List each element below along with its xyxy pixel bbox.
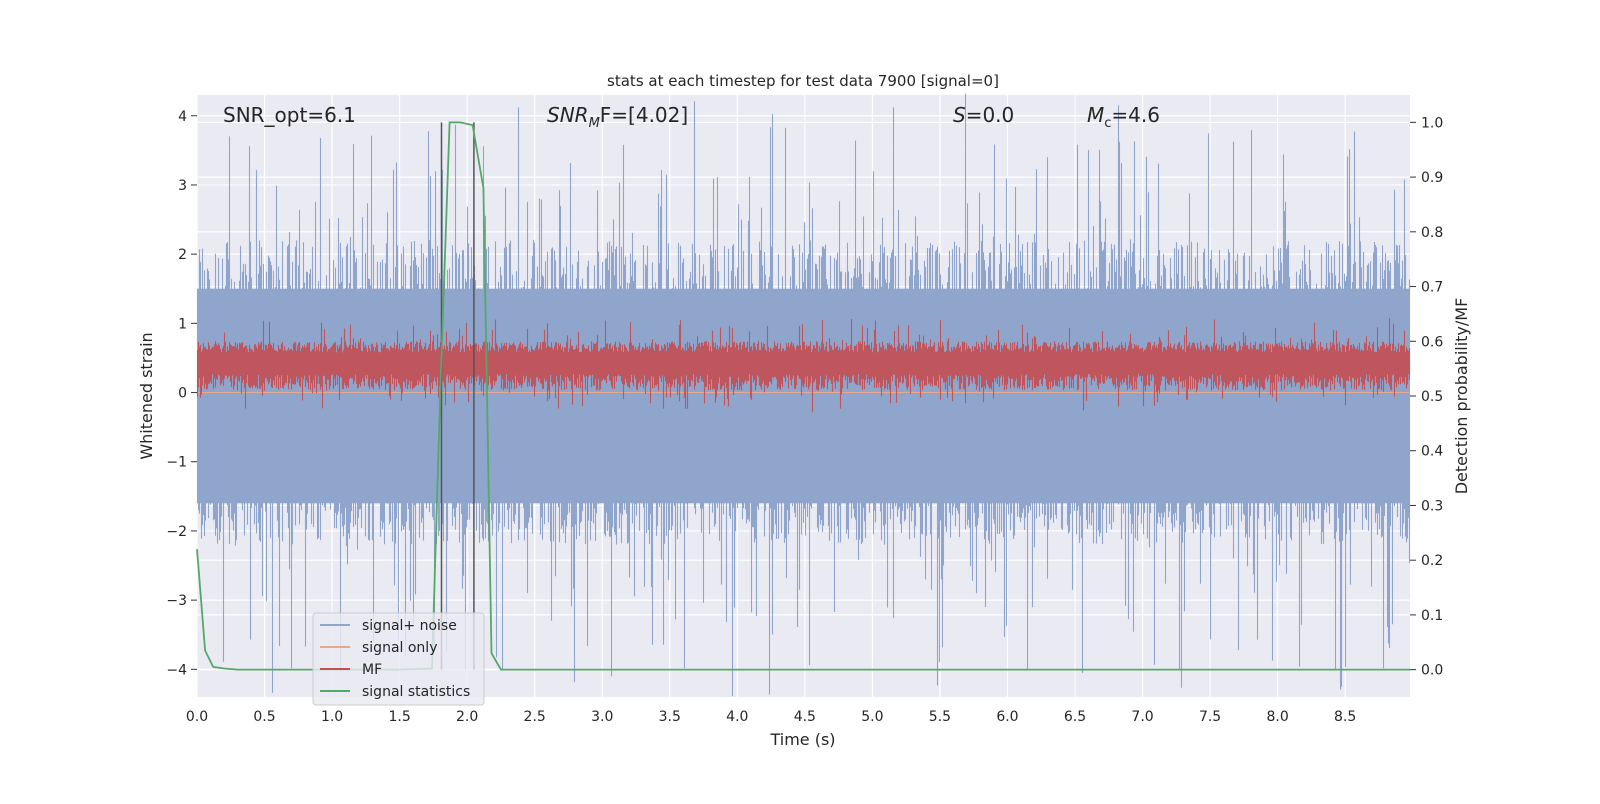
y-right-tick-label: 1.0: [1421, 115, 1443, 131]
mf-trace: [196, 318, 1411, 412]
y-tick-label: 0: [178, 386, 187, 402]
s-value: =0.0: [966, 103, 1015, 127]
x-tick-label: 8.5: [1334, 709, 1356, 725]
x-tick-label: 7.0: [1131, 709, 1153, 725]
x-tick-label: 5.5: [929, 709, 951, 725]
x-tick-label: 7.5: [1199, 709, 1221, 725]
axis-ticks: 0.0 0.5 1.0 1.5 2.0 2.5 3.0 3.5 4.0 4.5 5.0 5.5 6.0 6…: [166, 109, 1443, 725]
x-tick-label: 2.0: [456, 709, 478, 725]
s-symbol: S: [953, 103, 966, 127]
mc-symbol: M: [1087, 103, 1104, 127]
y-tick-label: −2: [166, 524, 187, 540]
y-tick-label: −3: [166, 593, 187, 609]
annotation-mc: Mc=4.6: [1087, 103, 1160, 131]
x-tick-label: 0.0: [186, 709, 208, 725]
x-tick-label: 0.5: [253, 709, 275, 725]
y-right-tick-label: 0.3: [1421, 498, 1443, 514]
legend-box: [312, 612, 485, 706]
x-axis-label: Time (s): [769, 730, 835, 749]
signal-statistics-series: [196, 121, 1410, 671]
y-right-tick-label: 0.8: [1421, 225, 1443, 241]
x-tick-label: 6.0: [996, 709, 1018, 725]
y-tick-label: −4: [166, 662, 187, 678]
y-tick-label: 1: [178, 316, 187, 332]
annotation-s: S=0.0: [953, 103, 1014, 127]
legend-label: signal only: [362, 640, 437, 656]
x-tick-label: 2.5: [524, 709, 546, 725]
x-tick-label: 1.5: [388, 709, 410, 725]
y-right-tick-label: 0.2: [1421, 553, 1443, 569]
y-tick-label: 4: [178, 109, 187, 125]
y-axis-right-label: Detection probability/MF: [1452, 298, 1471, 495]
x-tick-label: 3.0: [591, 709, 613, 725]
y-right-tick-label: 0.9: [1421, 170, 1443, 186]
x-tick-label: 4.0: [726, 709, 748, 725]
signal-statistics-line: [196, 121, 1410, 671]
y-tick-label: 3: [178, 178, 187, 194]
x-tick-label: 8.0: [1266, 709, 1288, 725]
chart-title: stats at each timestep for test data 790…: [607, 72, 999, 90]
y-axis-label: Whitened strain: [137, 332, 156, 459]
mf-series: [196, 318, 1411, 412]
y-right-tick-label: 0.7: [1421, 280, 1443, 296]
legend: signal+ noise signal only MF signal statist…: [312, 612, 485, 706]
marker-lines: [440, 122, 475, 670]
annotation-snr-mf: SNRMF=[4.02]: [547, 103, 688, 131]
y-right-tick-label: 0.0: [1421, 663, 1443, 679]
y-right-tick-label: 0.5: [1421, 389, 1443, 405]
snr-mf-sub: M: [589, 116, 600, 131]
mc-value: =4.6: [1111, 103, 1160, 127]
x-tick-label: 3.5: [659, 709, 681, 725]
snr-mf-prefix: SNR: [547, 103, 589, 127]
x-tick-label: 6.5: [1064, 709, 1086, 725]
x-tick-label: 4.5: [794, 709, 816, 725]
annotation-snr-opt: SNR_opt=6.1: [223, 103, 356, 127]
x-tick-label: 1.0: [321, 709, 343, 725]
y-tick-label: 2: [178, 247, 187, 263]
x-tick-label: 5.0: [861, 709, 883, 725]
legend-label: MF: [362, 662, 382, 678]
y-right-tick-label: 0.4: [1421, 444, 1443, 460]
y-right-tick-label: 0.1: [1421, 608, 1443, 624]
legend-label: signal statistics: [362, 684, 470, 700]
y-right-tick-label: 0.6: [1421, 334, 1443, 350]
y-tick-label: −1: [166, 455, 187, 471]
snr-mf-suffix: F=[4.02]: [600, 103, 688, 127]
mc-sub: c: [1104, 116, 1111, 131]
legend-label: signal+ noise: [362, 618, 457, 634]
